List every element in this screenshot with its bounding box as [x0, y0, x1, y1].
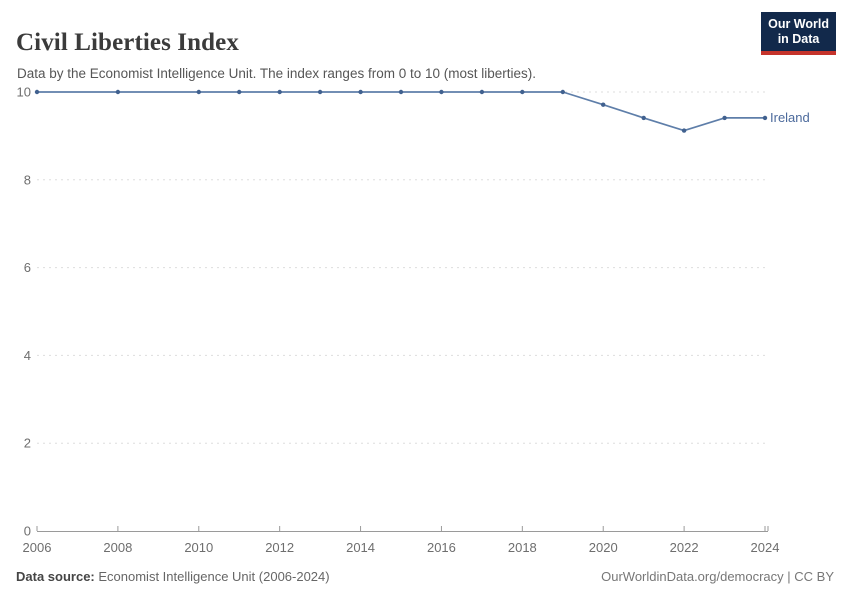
data-source-label: Data source: — [16, 569, 95, 584]
data-point-2006 — [34, 89, 40, 95]
series-label-ireland: Ireland — [770, 110, 810, 125]
y-tick-label-0: 0 — [24, 524, 31, 539]
x-tick-label-2020: 2020 — [589, 540, 618, 555]
x-tick-label-2018: 2018 — [508, 540, 537, 555]
data-point-2018 — [520, 89, 525, 95]
data-point-2012 — [277, 89, 282, 95]
y-tick-label-8: 8 — [24, 172, 31, 187]
series-line-ireland — [36, 91, 766, 132]
x-tick-label-2006: 2006 — [23, 540, 52, 555]
data-point-2022 — [681, 128, 687, 133]
page-title: Civil Liberties Index — [16, 28, 239, 56]
owid-logo-line1: Our World — [768, 17, 829, 31]
data-point-2021 — [641, 115, 646, 121]
owid-logo-line2: in Data — [777, 32, 820, 46]
data-point-2010 — [196, 89, 201, 95]
y-tick-label-10: 10 — [17, 85, 31, 100]
y-tick-label-2: 2 — [24, 436, 31, 451]
x-tick-label-2010: 2010 — [184, 540, 213, 555]
data-point-2019 — [560, 89, 565, 95]
data-point-2024 — [762, 115, 768, 121]
footer-data-source: Data source: Economist Intelligence Unit… — [16, 569, 330, 584]
y-tick-label-4: 4 — [24, 348, 31, 363]
data-source-text: Economist Intelligence Unit (2006-2024) — [94, 569, 330, 584]
x-tick-label-2008: 2008 — [103, 540, 132, 555]
data-point-2011 — [237, 89, 242, 95]
x-tick-label-2016: 2016 — [427, 540, 456, 555]
data-point-2016 — [439, 89, 444, 95]
y-tick-label-6: 6 — [24, 260, 31, 275]
data-point-2023 — [722, 115, 727, 121]
owid-logo: Our World in Data — [761, 12, 836, 55]
data-point-2017 — [479, 89, 485, 95]
footer-credit: OurWorldinData.org/democracy | CC BY — [601, 569, 834, 584]
chart-subtitle: Data by the Economist Intelligence Unit.… — [17, 65, 536, 81]
data-point-2020 — [601, 102, 606, 107]
data-point-2015 — [398, 89, 404, 95]
x-tick-label-2014: 2014 — [346, 540, 375, 555]
data-point-2008 — [115, 89, 121, 95]
data-point-2013 — [317, 89, 323, 95]
x-tick-label-2024: 2024 — [751, 540, 780, 555]
x-tick-label-2012: 2012 — [265, 540, 294, 555]
x-tick-label-2022: 2022 — [670, 540, 699, 555]
data-point-2014 — [358, 89, 363, 95]
